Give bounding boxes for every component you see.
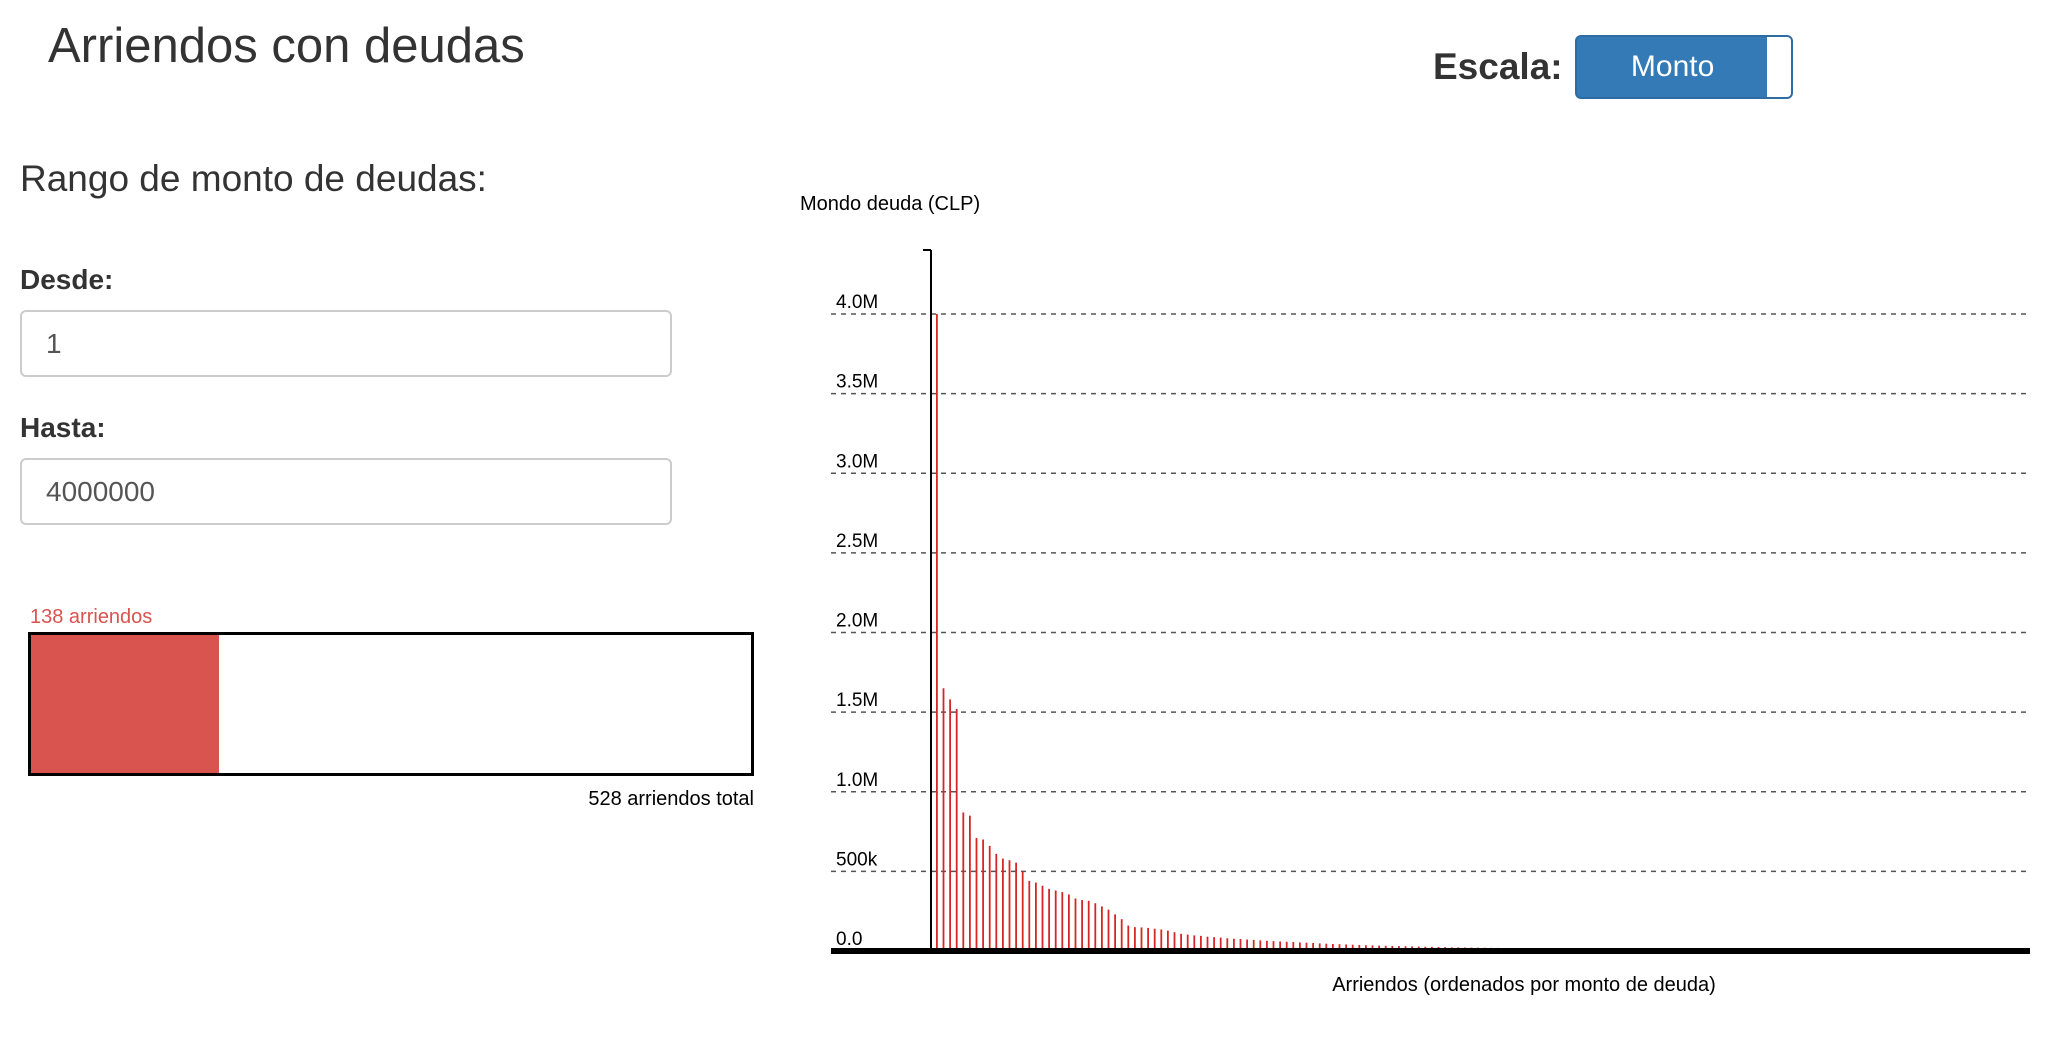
- debt-bar: [1285, 941, 1288, 951]
- debt-bar: [1246, 939, 1248, 951]
- debt-bar: [1193, 935, 1196, 951]
- debt-bar: [975, 837, 978, 951]
- debt-bar: [995, 853, 998, 951]
- debt-bar: [1081, 900, 1083, 951]
- debt-bar: [1332, 943, 1334, 951]
- y-tick-label: 2.5M: [836, 531, 878, 552]
- from-input[interactable]: [20, 310, 672, 377]
- y-axis-label: Mondo deuda (CLP): [800, 193, 980, 215]
- debt-bar: [1107, 909, 1110, 951]
- y-tick-label: 1.5M: [836, 690, 878, 711]
- scale-toggle-knob[interactable]: [1766, 37, 1791, 97]
- debt-bar: [1219, 937, 1222, 951]
- x-axis-label: Arriendos (ordenados por monto de deuda): [1332, 974, 1716, 996]
- debt-bar: [1147, 927, 1149, 951]
- debt-bar: [1008, 860, 1011, 951]
- debt-bar: [1035, 882, 1037, 951]
- debt-bar: [1233, 938, 1235, 951]
- scale-label: Escala:: [1433, 46, 1563, 87]
- y-tick-label: 4.0M: [836, 292, 878, 313]
- debt-bar: [1140, 927, 1143, 951]
- debt-bar: [1318, 943, 1321, 951]
- debt-bar: [988, 845, 991, 951]
- debt-bar: [1160, 929, 1163, 951]
- y-tick-label: 3.5M: [836, 372, 878, 393]
- debt-bar: [949, 699, 951, 951]
- debt-bar: [942, 688, 945, 951]
- debt-bar: [1206, 936, 1209, 951]
- debt-bar: [1127, 925, 1130, 951]
- total-count-label: 528 arriendos total: [588, 788, 754, 810]
- scale-toggle-label: Monto: [1630, 50, 1715, 83]
- y-tick-label: 0.0: [836, 929, 862, 950]
- from-label: Desde:: [20, 264, 114, 295]
- grid-lines: [831, 313, 2030, 873]
- debt-bar: [1061, 892, 1064, 951]
- debt-bar: [1186, 934, 1189, 951]
- debt-bar: [1173, 932, 1176, 951]
- to-label: Hasta:: [20, 412, 106, 443]
- debt-bar: [1358, 944, 1361, 951]
- debt-bar: [1200, 935, 1202, 951]
- debt-bar: [1272, 941, 1275, 951]
- debt-bar: [1345, 944, 1347, 951]
- debt-bar: [1338, 944, 1341, 951]
- debt-bar: [962, 812, 965, 951]
- debt-bar: [1153, 928, 1156, 951]
- debt-bar: [1226, 938, 1229, 951]
- debt-bar: [1266, 940, 1268, 951]
- debt-bar: [1305, 942, 1308, 951]
- debt-bar: [1087, 900, 1090, 951]
- debt-bar: [1259, 940, 1262, 951]
- debt-bar: [1048, 888, 1050, 951]
- debt-bar: [1312, 943, 1314, 951]
- debt-bar: [1213, 937, 1215, 951]
- y-tick-label: 3.0M: [836, 451, 878, 472]
- y-tick-label: 500k: [836, 849, 878, 870]
- debt-bar: [1325, 943, 1328, 951]
- debt-bar: [1252, 939, 1255, 951]
- debt-bar: [1120, 919, 1123, 951]
- debt-bar: [1054, 890, 1057, 951]
- scale-toggle[interactable]: Monto: [1574, 35, 1793, 99]
- debt-bar: [955, 708, 958, 951]
- debt-bar: [1351, 944, 1354, 951]
- range-section-title: Rango de monto de deudas:: [20, 158, 487, 199]
- selection-progress-fill: [31, 635, 220, 773]
- y-tick-labels: 0.0 500k 1.0M 1.5M 2.0M 2.5M 3.0M 3.5M 4.0M: [836, 292, 878, 950]
- debt-bar: [1239, 939, 1242, 951]
- debt-bar: [1021, 871, 1024, 951]
- selection-progress-bar: [28, 632, 754, 776]
- debt-bar: [936, 314, 938, 951]
- debt-bar: [1015, 862, 1017, 951]
- debt-bar: [1101, 906, 1103, 951]
- debt-bar: [1292, 942, 1295, 951]
- debt-bar: [1041, 885, 1044, 951]
- y-tick-label: 1.0M: [836, 770, 878, 791]
- debt-bar: [1134, 927, 1136, 951]
- page-title: Arriendos con deudas: [48, 19, 525, 73]
- debt-bar: [1068, 894, 1070, 951]
- debt-bar: [1167, 930, 1169, 951]
- scale-control: Escala: Monto: [1433, 33, 1793, 101]
- to-input[interactable]: [20, 458, 672, 525]
- debt-bar: [1180, 933, 1182, 951]
- debt-bar: [1279, 941, 1281, 951]
- debt-bar: [1002, 858, 1004, 951]
- debt-bar: [982, 839, 984, 951]
- debt-bar: [1074, 898, 1077, 951]
- y-tick-label: 2.0M: [836, 611, 878, 632]
- debt-bar: [1114, 914, 1116, 951]
- debt-bar: [969, 815, 971, 951]
- debt-bar: [1094, 903, 1097, 951]
- selected-count-label: 138 arriendos: [30, 606, 153, 628]
- debt-bar: [1299, 942, 1301, 951]
- debt-bar: [1028, 880, 1031, 951]
